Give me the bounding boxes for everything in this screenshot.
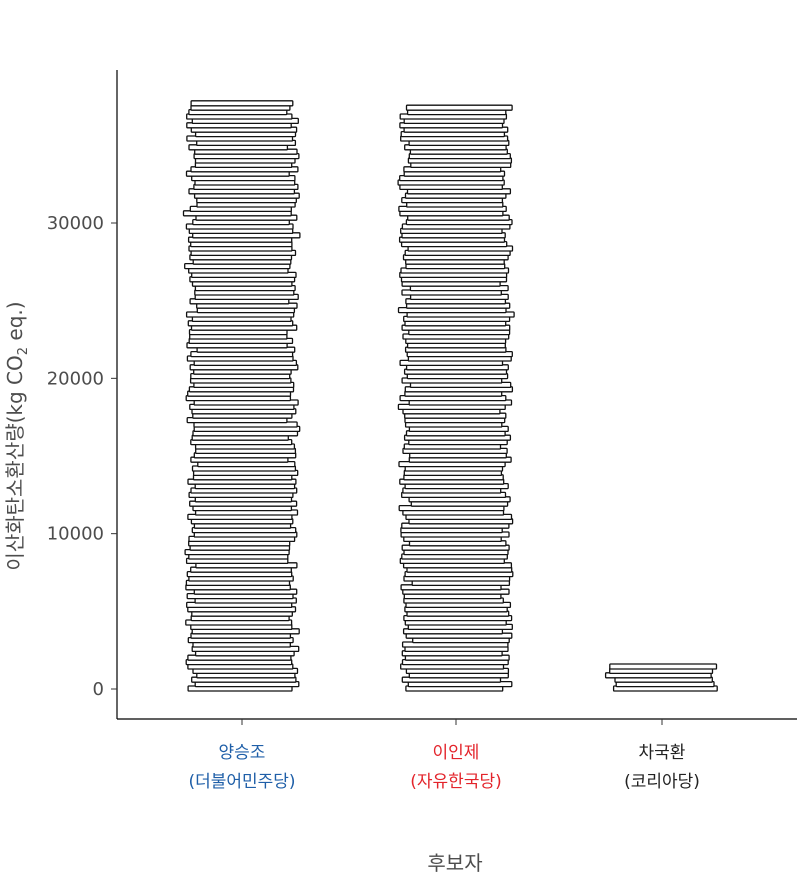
x-category-party: (더불어민주당) xyxy=(188,772,295,792)
y-axis-title-end: eq.) xyxy=(3,301,27,347)
x-axis-title: 후보자 xyxy=(427,851,482,875)
y-tick-label: 0 xyxy=(93,679,104,700)
bar-segment xyxy=(405,104,513,111)
bar-2 xyxy=(397,104,515,692)
x-category-party: (코리아당) xyxy=(624,772,700,792)
bar-segment xyxy=(609,663,718,670)
x-category-name: 양승조 xyxy=(219,743,266,763)
bar-3 xyxy=(604,663,718,692)
bars-layer xyxy=(182,100,718,692)
y-ticks: 0 10000 20000 30000 xyxy=(47,213,117,700)
x-category-party: (자유한국당) xyxy=(410,772,501,792)
x-category-name: 이인제 xyxy=(433,743,480,763)
bar-segment xyxy=(190,100,294,107)
bar-1 xyxy=(182,100,301,692)
x-ticks: 양승조 (더불어민주당) 이인제 (자유한국당) 차국환 (코리아당) xyxy=(188,719,700,792)
y-axis-title-main: 이산화탄소환산량(kg CO xyxy=(3,355,27,570)
y-axis-title-sub: 2 xyxy=(16,347,31,355)
y-tick-label: 10000 xyxy=(47,524,104,545)
x-category-name: 차국환 xyxy=(639,743,686,763)
y-tick-label: 30000 xyxy=(47,213,104,234)
y-axis-title: 이산화탄소환산량(kg CO2 eq.) xyxy=(3,301,31,570)
y-tick-label: 20000 xyxy=(47,368,104,389)
